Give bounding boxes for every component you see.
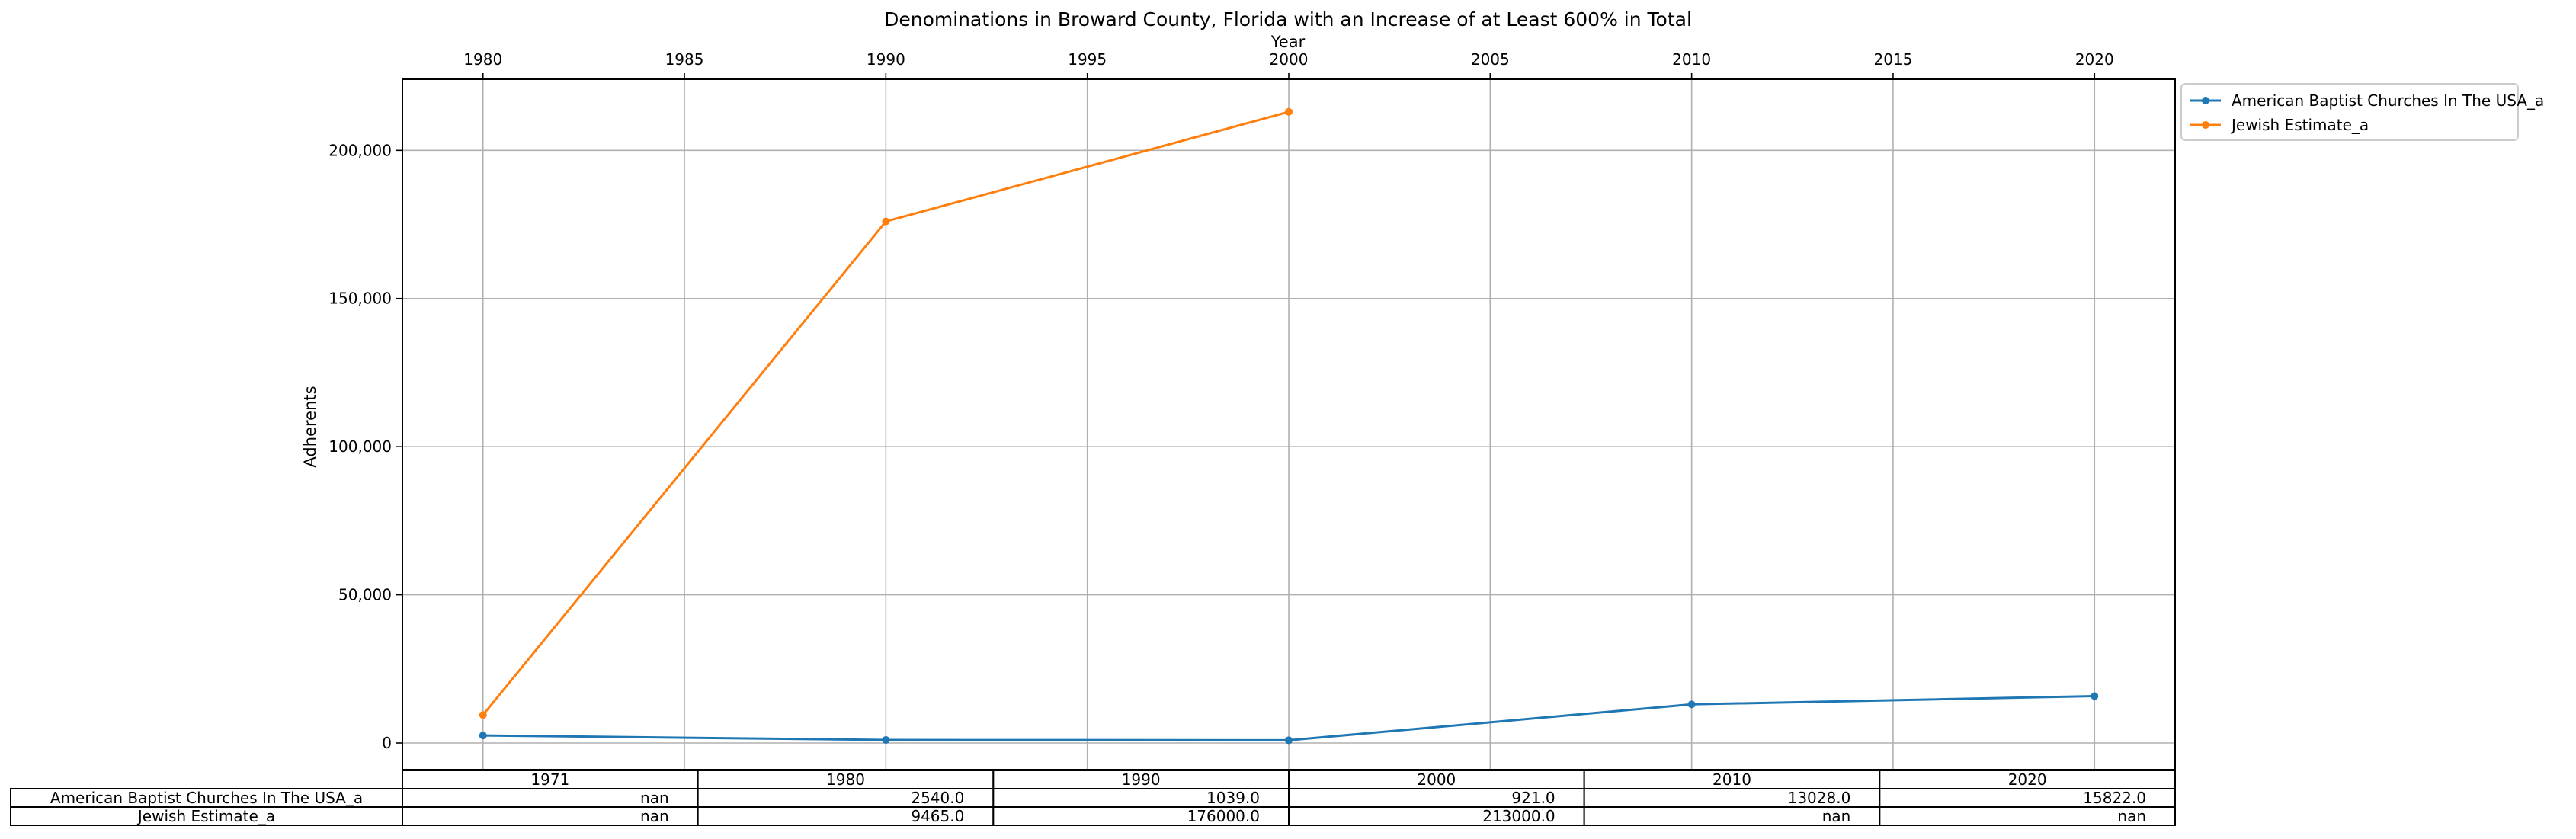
table-cell — [697, 788, 995, 808]
data-point — [2091, 692, 2099, 700]
table-header-cell — [1288, 770, 1585, 789]
legend: American Baptist Churches In The USA_a Je… — [2180, 83, 2544, 141]
x-axis-ticks: 1980 1985 1990 1995 2000 2005 2010 2015 2020 — [463, 50, 2114, 79]
table-cell — [1879, 788, 2176, 808]
table-column-header: 2010 — [1713, 770, 1751, 789]
table-column-header: 2000 — [1417, 770, 1456, 789]
table-row-label: Jewish Estimate_a — [136, 807, 275, 825]
table-column-header: 2020 — [2008, 770, 2047, 789]
data-point — [1285, 736, 1293, 745]
table-cell — [1288, 788, 1585, 808]
table-cell-value: nan — [2117, 807, 2146, 825]
data-point — [479, 711, 487, 719]
table-cell-value: 1039.0 — [1206, 789, 1260, 807]
table-cell — [402, 806, 699, 826]
table-header-cell — [1879, 770, 2176, 789]
gridlines — [402, 79, 2175, 770]
legend-frame — [2180, 83, 2519, 141]
y-axis-ticks: 0 50,000 100,000 150,000 200,000 — [328, 141, 402, 752]
table-cell — [1583, 806, 1881, 826]
table-column-header: 1990 — [1122, 770, 1161, 789]
y-tick-label: 0 — [382, 734, 392, 752]
table-cell-value: nan — [1822, 807, 1851, 825]
series-0 — [479, 692, 2099, 745]
x-tick-label: 2005 — [1471, 50, 1510, 69]
table-row-label: American Baptist Churches In The USA_a — [50, 789, 363, 807]
legend-marker — [2202, 121, 2209, 129]
x-tick-label: 2000 — [1270, 50, 1309, 69]
table-cell — [1583, 788, 1881, 808]
y-tick-label: 200,000 — [328, 141, 392, 159]
x-tick-label: 2015 — [1874, 50, 1913, 69]
y-axis-label: Adherents — [301, 386, 319, 467]
legend-marker — [2202, 97, 2209, 104]
x-tick-label: 1990 — [867, 50, 905, 69]
table-cell-value: 176000.0 — [1187, 807, 1260, 825]
table-cell-value: 13028.0 — [1788, 789, 1851, 807]
table-cell-value: nan — [640, 807, 669, 825]
x-tick-label: 1985 — [665, 50, 704, 69]
data-point — [1285, 107, 1293, 116]
y-tick-label: 50,000 — [338, 586, 392, 604]
table-column-header: 1980 — [826, 770, 865, 789]
data-point — [1687, 700, 1696, 709]
table-cell-value: 15822.0 — [2083, 789, 2146, 807]
table-cell-value: 213000.0 — [1482, 807, 1555, 825]
x-tick-label: 1995 — [1068, 50, 1107, 69]
chart-title: Denominations in Broward County, Florida… — [884, 8, 1692, 30]
y-tick-label: 150,000 — [328, 290, 392, 308]
table-cell-value: 9465.0 — [911, 807, 964, 825]
legend-entry-label: Jewish Estimate_a — [2230, 116, 2369, 134]
legend-entry-label: American Baptist Churches In The USA_a — [2232, 91, 2544, 110]
table-header-cell — [992, 770, 1290, 789]
y-tick-label: 100,000 — [328, 437, 392, 456]
series-1 — [479, 107, 1293, 719]
x-tick-label: 2020 — [2075, 50, 2114, 69]
x-tick-label: 2010 — [1672, 50, 1711, 69]
plot-series — [479, 107, 2099, 745]
table-cell-value: 921.0 — [1511, 789, 1555, 807]
table-cell-value: 2540.0 — [911, 789, 964, 807]
data-point — [882, 735, 890, 744]
table-cell-value: nan — [640, 789, 669, 807]
x-axis-label: Year — [1270, 33, 1306, 51]
table-cell — [1879, 806, 2176, 826]
data-point — [479, 732, 487, 740]
table-cell — [697, 806, 995, 826]
data-table: 1971 1980 1990 2000 2010 2020 American Baptist… — [10, 770, 2176, 826]
x-tick-label: 1980 — [463, 50, 502, 69]
table-column-header: 1971 — [530, 770, 569, 789]
data-point — [882, 217, 890, 226]
